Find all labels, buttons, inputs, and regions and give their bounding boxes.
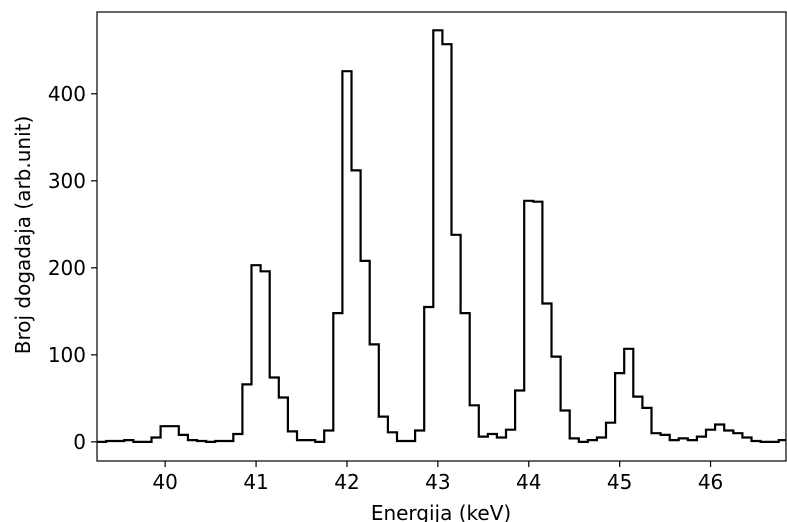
x-tick-label: 41: [243, 470, 268, 494]
y-tick-label: 300: [48, 169, 86, 193]
x-tick-label: 42: [334, 470, 359, 494]
x-tick-label: 40: [152, 470, 177, 494]
x-tick-label: 44: [516, 470, 541, 494]
y-axis-label: Broj dogadaja (arb.unit): [11, 116, 35, 355]
x-tick-label: 43: [425, 470, 450, 494]
y-tick-label: 400: [48, 82, 86, 106]
y-tick-label: 100: [48, 343, 86, 367]
y-tick-label: 200: [48, 256, 86, 280]
x-tick-label: 46: [698, 470, 723, 494]
x-tick-label: 45: [607, 470, 632, 494]
x-axis-label: Energija (keV): [371, 501, 511, 522]
plot-area-frame: [96, 11, 787, 462]
histogram-series-line: [97, 29, 786, 443]
ticks-layer: 40 41 42 43 44 45 46 0 100 200 300 400: [48, 82, 723, 494]
y-tick-label: 0: [73, 430, 86, 454]
